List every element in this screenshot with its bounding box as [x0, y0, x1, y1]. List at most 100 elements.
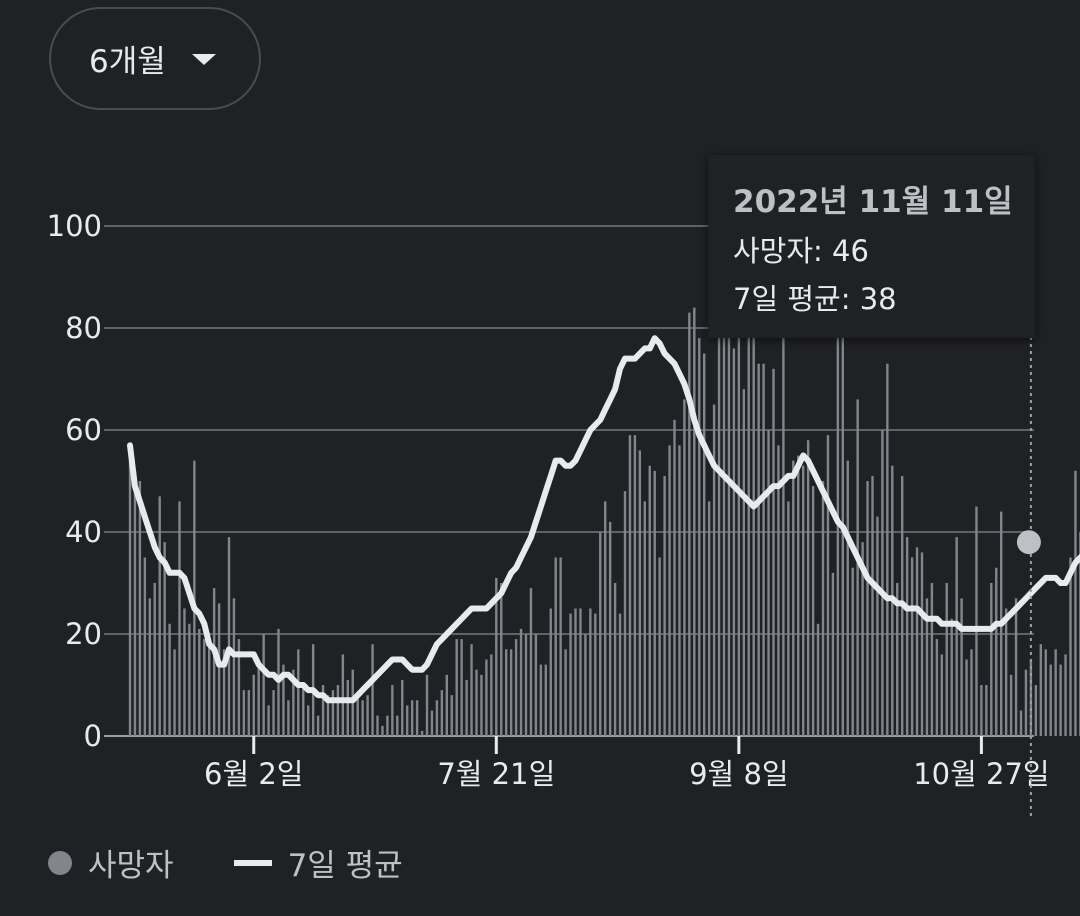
- bar: [346, 679, 349, 736]
- bar: [618, 613, 622, 736]
- bar: [212, 588, 216, 736]
- bar: [1024, 669, 1028, 736]
- bar: [445, 674, 448, 736]
- chevron-down-icon: [191, 54, 216, 65]
- selection-dot: [1016, 530, 1041, 555]
- bar: [376, 715, 379, 736]
- bar: [574, 608, 577, 736]
- bar: [153, 583, 156, 736]
- bar: [1069, 557, 1072, 736]
- bar: [782, 328, 785, 736]
- bar: [554, 557, 557, 736]
- bar: [638, 450, 642, 736]
- legend-deaths-label: 사망자: [88, 848, 174, 884]
- bar: [371, 644, 374, 736]
- bar: [802, 465, 805, 736]
- bar: [401, 679, 404, 736]
- bar: [396, 715, 399, 736]
- bar: [594, 613, 597, 736]
- bar: [737, 333, 741, 736]
- bar: [643, 501, 646, 736]
- range-selector-button[interactable]: 6개월: [49, 7, 261, 110]
- bar: [282, 664, 285, 736]
- bar: [316, 715, 320, 736]
- bar: [480, 674, 483, 736]
- bar: [693, 307, 696, 736]
- average-legend-line: [233, 859, 272, 866]
- bar: [410, 700, 414, 736]
- bar: [628, 435, 632, 736]
- bar: [495, 577, 498, 736]
- tooltip-date: 2022년 11월 11일: [733, 184, 1013, 220]
- x-tick-label: 9월 8일: [689, 757, 788, 791]
- y-tick-label: 100: [47, 209, 102, 243]
- bar: [584, 634, 587, 736]
- bar: [757, 363, 760, 736]
- bar: [896, 583, 899, 736]
- bar: [935, 639, 939, 736]
- bar: [599, 532, 602, 736]
- bar: [787, 501, 790, 736]
- bar: [683, 399, 686, 736]
- bar: [797, 455, 800, 736]
- bar: [668, 445, 671, 736]
- bar: [826, 435, 830, 736]
- bar: [173, 649, 176, 736]
- bar: [257, 664, 260, 736]
- bar: [980, 685, 983, 736]
- bar: [1034, 685, 1038, 736]
- legend: 사망자 7일 평균: [48, 840, 403, 885]
- bar: [183, 608, 186, 736]
- bar: [485, 659, 488, 736]
- bar: [302, 685, 305, 736]
- bar: [767, 430, 770, 736]
- bar: [247, 690, 250, 736]
- bar: [881, 430, 884, 736]
- bar: [450, 695, 453, 736]
- bar: [227, 537, 231, 736]
- bar: [846, 460, 849, 736]
- bar: [505, 649, 508, 736]
- bar: [490, 654, 493, 736]
- y-tick-label: 40: [65, 515, 102, 549]
- bar: [366, 695, 369, 736]
- bar: [470, 644, 473, 736]
- tooltip-average: 7일 평균: 38: [733, 282, 897, 316]
- bar: [633, 435, 637, 736]
- bar: [970, 649, 973, 736]
- bar: [712, 404, 716, 736]
- bar: [658, 557, 661, 736]
- bar: [297, 649, 300, 736]
- bar: [198, 628, 201, 736]
- bar: [648, 465, 651, 736]
- bar: [519, 628, 523, 736]
- bar: [732, 348, 736, 736]
- bar: [861, 542, 864, 736]
- bar: [406, 705, 409, 736]
- bar: [500, 583, 503, 736]
- bar: [203, 639, 206, 736]
- bar: [930, 583, 934, 736]
- bar: [133, 470, 137, 736]
- bar: [604, 501, 607, 736]
- bar: [168, 623, 171, 736]
- bar: [876, 516, 879, 736]
- bar: [886, 363, 889, 736]
- bar: [386, 715, 389, 736]
- bar: [653, 470, 656, 736]
- x-tick-label: 7월 21일: [437, 757, 555, 791]
- bar: [915, 547, 919, 736]
- bar: [430, 710, 434, 736]
- bar: [1054, 649, 1057, 736]
- average-line: [127, 335, 1080, 704]
- bar: [950, 618, 953, 736]
- bar: [420, 730, 424, 736]
- bar: [871, 475, 874, 736]
- bar: [193, 460, 196, 736]
- bar: [1044, 649, 1047, 736]
- bar: [940, 654, 943, 736]
- y-tick-label: 60: [65, 413, 102, 447]
- bar: [579, 608, 582, 736]
- x-tick-label: 10월 27일: [913, 757, 1049, 791]
